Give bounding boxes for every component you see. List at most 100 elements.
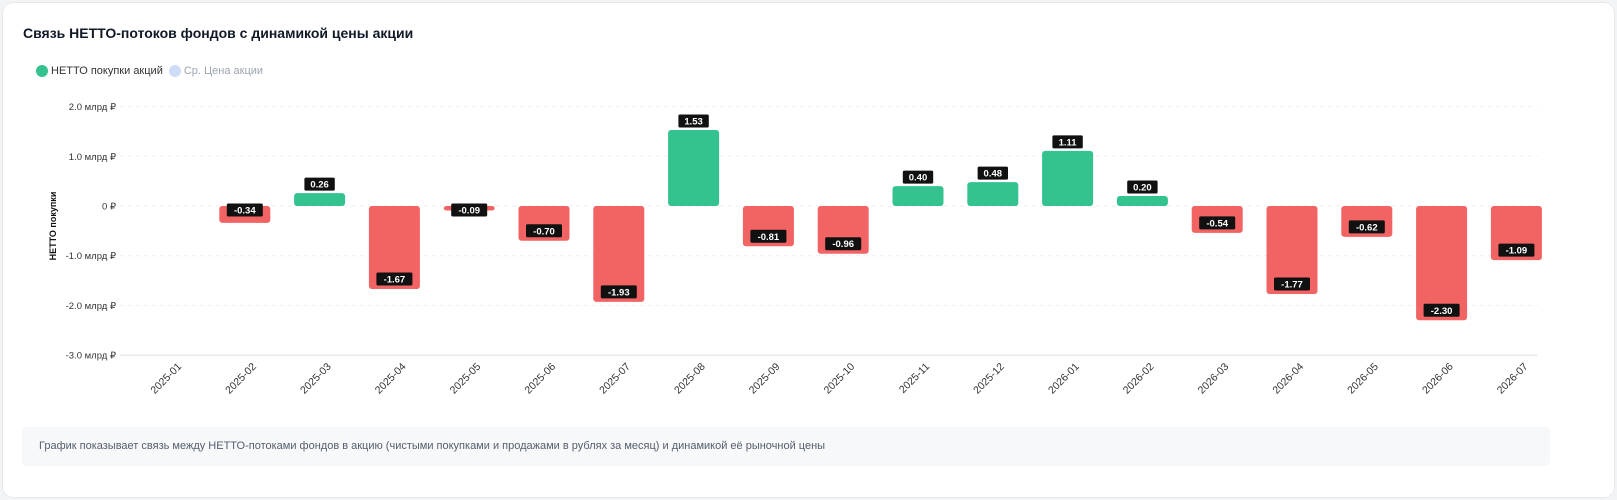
x-tick-label: 2026-07 [1495,361,1531,397]
legend-dot-icon [36,65,48,77]
data-label-bg [1127,180,1158,194]
legend-item-net-purchases[interactable]: НЕТТО покупки акций [36,65,163,77]
bar [294,193,346,206]
bar [593,206,645,302]
data-label-text: -0.34 [234,206,256,217]
data-label-bg [825,237,862,251]
data-label-text: -1.09 [1506,246,1528,257]
data-label-bg [902,170,934,184]
x-tick-label: 2025-07 [597,361,633,397]
data-label-text: -0.96 [832,239,854,250]
legend-label: Ср. Цена акции [183,65,264,77]
data-label: -1.67 [376,272,413,286]
x-tick-label: 2025-02 [223,361,259,397]
x-tick-label: 2025-10 [822,361,858,397]
data-label-text: -1.93 [608,287,630,298]
data-label-bg [1348,220,1385,234]
data-label: -0.09 [451,203,488,217]
data-label: -1.93 [600,285,637,299]
x-tick-label: 2026-06 [1420,361,1456,397]
y-tick-label: 0 ₽ [102,202,117,213]
data-label: -0.96 [825,237,862,251]
data-label-text: -0.70 [533,226,555,237]
x-tick-label: 2025-08 [672,361,708,397]
data-label-bg [600,285,637,299]
data-label: 1.11 [1052,135,1083,149]
data-label-text: -1.67 [384,274,406,285]
data-label-bg [1423,303,1460,317]
data-label-text: 0.20 [1133,183,1152,194]
bar [1116,196,1168,206]
data-label-bg [1199,216,1236,230]
data-label: -1.77 [1274,277,1310,291]
x-tick-label: 2025-09 [747,361,783,397]
x-tick-label: 2026-05 [1345,361,1381,397]
data-label: -0.62 [1348,220,1385,234]
data-label: -0.70 [526,224,562,238]
data-label: 1.53 [678,114,709,128]
data-label-bg [678,114,709,128]
bar [668,129,720,206]
data-label-bg [226,203,263,217]
chart-title: Связь НЕТТО-потоков фондов с динамикой ц… [23,25,414,41]
data-label: 0.26 [304,177,335,191]
data-label-bg [451,203,488,217]
data-label-bg [977,166,1008,180]
data-label-text: 1.11 [1059,137,1078,148]
x-tick-label: 2025-11 [897,361,932,396]
y-tick-label: 1.0 млрд ₽ [69,152,117,163]
x-tick-label: 2025-04 [373,361,409,397]
bar [892,186,944,206]
data-label: -0.34 [226,203,263,217]
bar [1042,150,1094,206]
y-tick-label: 2.0 млрд ₽ [69,102,117,113]
data-label: -2.30 [1423,303,1460,317]
bar [967,182,1019,206]
data-label-bg [1274,277,1310,291]
data-label-text: -0.09 [458,206,480,217]
legend-item-avg-price[interactable]: Ср. Цена акции [168,65,264,77]
bar [1266,206,1318,294]
y-tick-label: -3.0 млрд ₽ [66,351,117,362]
chart-card: Связь НЕТТО-потоков фондов с динамикой ц… [3,3,1614,497]
chart-legend: НЕТТО покупки акций Ср. Цена акции [36,65,269,77]
x-tick-label: 2025-01 [148,361,184,397]
data-label: -0.54 [1199,216,1236,230]
x-tick-label: 2025-05 [448,361,484,397]
data-label-text: -1.77 [1281,279,1303,290]
data-label: -1.09 [1498,243,1535,257]
data-label-text: 0.26 [310,180,329,191]
x-tick-label: 2026-03 [1196,361,1232,397]
x-tick-label: 2025-03 [298,361,334,397]
y-tick-label: -2.0 млрд ₽ [66,301,117,312]
data-label-text: -0.62 [1356,222,1378,233]
data-label-bg [304,177,335,191]
x-tick-label: 2025-06 [522,361,558,397]
y-tick-label: -1.0 млрд ₽ [66,251,117,262]
legend-label: НЕТТО покупки акций [51,65,163,77]
data-label-bg [526,224,562,238]
data-label: -0.81 [750,229,787,243]
legend-dot-icon [168,65,181,77]
data-label-text: 0.48 [984,169,1003,180]
data-label-text: 1.53 [684,116,703,127]
x-tick-label: 2026-01 [1046,361,1082,397]
data-label-text: -2.30 [1431,306,1453,317]
data-label-bg [1052,135,1083,149]
chart-footnote: График показывает связь между НЕТТО-пото… [22,427,1550,466]
data-label-text: -0.54 [1206,218,1228,229]
data-label-text: -0.81 [758,232,780,243]
x-tick-label: 2026-04 [1270,361,1306,397]
data-label-bg [376,272,413,286]
data-label-bg [750,229,787,243]
footnote-text: График показывает связь между НЕТТО-пото… [39,440,826,452]
y-axis-title: НЕТТО покупки [48,192,58,261]
x-tick-label: 2026-02 [1121,361,1157,397]
data-label: 0.40 [902,170,934,184]
data-label: 0.20 [1127,180,1158,194]
data-label-text: 0.40 [909,173,928,184]
x-tick-label: 2025-12 [971,361,1007,397]
data-label: 0.48 [977,166,1008,180]
data-label-bg [1498,243,1535,257]
